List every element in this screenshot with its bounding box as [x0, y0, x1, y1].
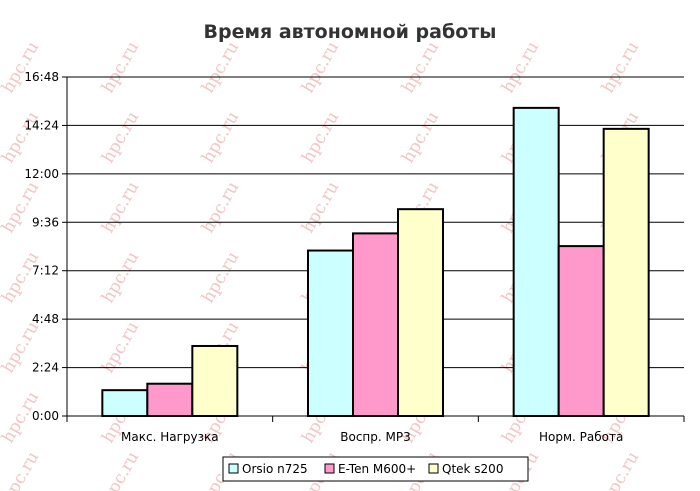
- watermark-text: hpc.ru: [98, 178, 143, 236]
- legend-label: E-Ten M600+: [338, 462, 416, 476]
- category-label: Норм. Работа: [539, 430, 623, 444]
- bar: [352, 232, 399, 417]
- legend: Orsio n725 E-Ten M600+ Qtek s200: [222, 456, 529, 482]
- chart-title: Время автономной работы: [204, 21, 497, 43]
- bar: [307, 249, 354, 417]
- bar: [602, 127, 650, 418]
- legend-box: [222, 456, 529, 482]
- bar: [557, 245, 605, 417]
- legend-label: Qtek s200: [442, 462, 503, 476]
- y-tick-label: 7:12: [32, 264, 59, 278]
- watermark-text: hpc.ru: [98, 248, 143, 306]
- legend-swatch: [324, 463, 335, 474]
- watermark-text: hpc.ru: [298, 178, 343, 236]
- legend-swatch: [428, 463, 439, 474]
- bar: [397, 208, 444, 417]
- watermark-text: hpc.ru: [0, 108, 43, 166]
- watermark-text: hpc.ru: [598, 38, 643, 96]
- y-tick-label: 9:36: [32, 215, 59, 229]
- y-tick-label: 14:24: [24, 118, 59, 132]
- watermark-text: hpc.ru: [298, 108, 343, 166]
- legend-swatch: [228, 463, 239, 474]
- y-tick-label: 12:00: [24, 167, 59, 181]
- bar: [101, 389, 149, 417]
- watermark-text: hpc.ru: [198, 248, 243, 306]
- watermark-text: hpc.ru: [398, 108, 443, 166]
- axes: 0:00 2:24 4:48 7:12 9:36 12:00 14:24 16:48 Макс.…: [24, 70, 685, 444]
- watermark-text: hpc.ru: [198, 108, 243, 166]
- y-tick-label: 16:48: [24, 70, 59, 84]
- watermark-text: hpc.ru: [198, 38, 243, 96]
- watermark-text: hpc.ru: [498, 38, 543, 96]
- bars: [101, 106, 650, 418]
- watermark-text: hpc.ru: [398, 38, 443, 96]
- watermark-text: hpc.ru: [198, 178, 243, 236]
- bar: [512, 106, 560, 418]
- y-tick-label: 0:00: [32, 409, 59, 423]
- legend-label: Orsio n725: [242, 462, 308, 476]
- watermark-text: hpc.ru: [0, 38, 43, 96]
- watermark-text: hpc.ru: [98, 38, 143, 96]
- watermark-text: hpc.ru: [98, 448, 143, 491]
- watermark-text: hpc.ru: [0, 448, 43, 491]
- bar: [146, 382, 194, 418]
- watermark-text: hpc.ru: [98, 108, 143, 166]
- watermark-text: hpc.ru: [598, 448, 643, 491]
- category-label: Воспр. MP3: [340, 430, 411, 444]
- y-tick-label: 4:48: [32, 312, 59, 326]
- category-label: Макс. Нагрузка: [121, 430, 219, 444]
- y-tick-label: 2:24: [32, 361, 59, 375]
- watermark-text: hpc.ru: [298, 38, 343, 96]
- bar: [191, 344, 239, 417]
